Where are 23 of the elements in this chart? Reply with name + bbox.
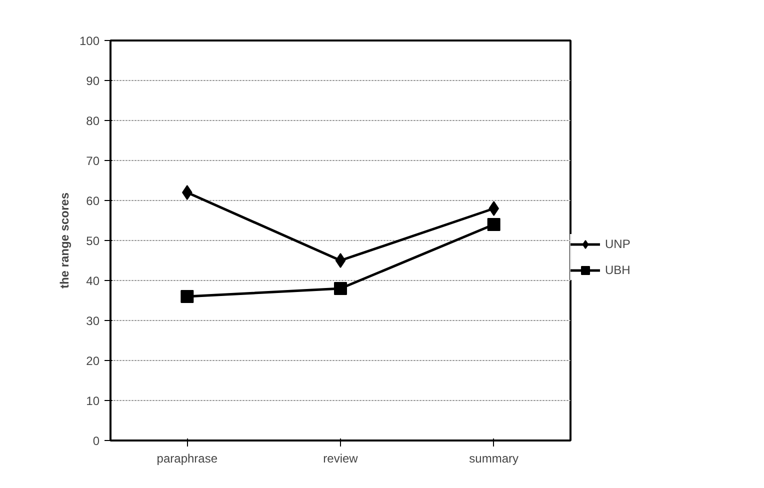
y-tick-label: 90 [86,74,100,88]
legend-label: UNP [605,237,630,251]
point [335,253,346,268]
point [334,282,347,295]
y-tick-label: 20 [86,354,100,368]
y-tick-label: 30 [86,314,100,328]
point [488,201,499,216]
point [180,290,194,303]
x-tick-label: paraphrase [156,452,218,466]
x-tick-label: review [323,452,358,466]
y-tick-label: 60 [86,194,100,208]
y-tick-label: 70 [86,154,100,168]
legend-label: UBH [605,263,630,277]
point [487,218,500,231]
point [182,185,192,200]
y-tick-label: 40 [86,274,100,288]
y-tick-label: 50 [86,234,100,248]
y-tick-label: 10 [86,394,100,408]
y-tick-label: 100 [79,34,100,48]
y-tick-label: 0 [92,434,100,448]
y-tick-label: 80 [86,114,100,128]
x-tick-label: summary [469,452,519,466]
y-axis-title: the range scores [57,192,72,289]
